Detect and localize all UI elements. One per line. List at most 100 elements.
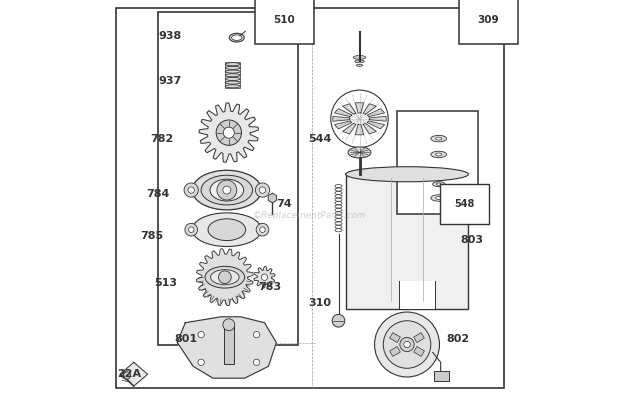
Circle shape [185, 223, 198, 236]
Circle shape [216, 120, 242, 145]
Polygon shape [367, 109, 384, 117]
Ellipse shape [431, 195, 446, 201]
Ellipse shape [210, 179, 244, 201]
Circle shape [188, 227, 194, 232]
Polygon shape [333, 116, 350, 121]
Ellipse shape [435, 196, 442, 200]
Polygon shape [343, 124, 356, 134]
Ellipse shape [225, 85, 241, 88]
Circle shape [374, 312, 440, 377]
Bar [389, 333, 401, 343]
Ellipse shape [225, 74, 241, 77]
FancyBboxPatch shape [397, 111, 478, 214]
FancyBboxPatch shape [399, 281, 435, 309]
Ellipse shape [348, 147, 371, 158]
Text: 544: 544 [308, 133, 332, 144]
Text: 22A: 22A [118, 369, 142, 379]
Ellipse shape [345, 167, 468, 182]
Ellipse shape [192, 213, 262, 246]
Polygon shape [370, 116, 386, 121]
Text: 309: 309 [477, 15, 499, 25]
Polygon shape [334, 109, 352, 117]
Ellipse shape [225, 81, 241, 84]
Bar [414, 346, 424, 356]
Polygon shape [197, 249, 254, 306]
Ellipse shape [205, 266, 245, 288]
Polygon shape [355, 103, 363, 113]
Ellipse shape [225, 77, 241, 80]
Polygon shape [363, 104, 376, 114]
Text: 782: 782 [150, 133, 174, 144]
Text: 802: 802 [446, 333, 470, 344]
Ellipse shape [435, 137, 442, 140]
Circle shape [383, 321, 431, 368]
Polygon shape [334, 121, 352, 129]
Text: 801: 801 [174, 333, 197, 344]
Text: 74: 74 [277, 199, 292, 209]
Bar [389, 346, 401, 356]
Ellipse shape [431, 151, 446, 158]
Ellipse shape [353, 55, 366, 59]
Polygon shape [343, 104, 356, 114]
Circle shape [223, 319, 235, 331]
FancyBboxPatch shape [434, 371, 449, 381]
Text: 548: 548 [454, 199, 475, 209]
Circle shape [261, 274, 268, 280]
Text: 513: 513 [154, 278, 177, 288]
Ellipse shape [433, 182, 445, 187]
Circle shape [218, 271, 231, 284]
Circle shape [223, 127, 234, 138]
Text: 785: 785 [140, 230, 164, 241]
Ellipse shape [356, 65, 363, 66]
Circle shape [256, 223, 269, 236]
Circle shape [332, 314, 345, 327]
Circle shape [254, 331, 260, 338]
Circle shape [255, 183, 270, 197]
Polygon shape [120, 362, 148, 386]
Circle shape [123, 372, 131, 379]
Circle shape [260, 227, 265, 232]
Circle shape [223, 186, 231, 194]
Ellipse shape [201, 175, 252, 205]
Ellipse shape [211, 270, 239, 285]
Polygon shape [199, 103, 259, 162]
Polygon shape [355, 125, 363, 135]
Polygon shape [177, 317, 277, 378]
Ellipse shape [431, 135, 446, 142]
Text: 803: 803 [461, 234, 484, 245]
Polygon shape [268, 193, 277, 203]
Text: 938: 938 [158, 30, 181, 41]
Ellipse shape [192, 170, 262, 210]
Polygon shape [254, 267, 275, 288]
Ellipse shape [436, 183, 441, 185]
Text: 310: 310 [309, 298, 332, 308]
Circle shape [198, 331, 204, 338]
Ellipse shape [225, 70, 241, 73]
Ellipse shape [225, 63, 241, 66]
Ellipse shape [229, 33, 244, 42]
Circle shape [259, 187, 265, 193]
Text: 783: 783 [259, 282, 281, 292]
Ellipse shape [208, 219, 246, 240]
Circle shape [404, 341, 410, 348]
Polygon shape [363, 124, 376, 134]
Text: ©ReplacementParts.com: ©ReplacementParts.com [253, 211, 367, 220]
Circle shape [254, 359, 260, 366]
FancyBboxPatch shape [116, 8, 504, 388]
Circle shape [188, 187, 194, 193]
Text: 510: 510 [273, 15, 295, 25]
Ellipse shape [435, 153, 442, 156]
Ellipse shape [232, 35, 242, 40]
Text: 784: 784 [146, 189, 169, 199]
FancyBboxPatch shape [224, 325, 234, 364]
Text: 937: 937 [158, 76, 181, 86]
Circle shape [217, 180, 237, 200]
FancyBboxPatch shape [345, 174, 468, 309]
Circle shape [400, 337, 414, 352]
Bar [414, 333, 424, 343]
Ellipse shape [225, 66, 241, 69]
Circle shape [198, 359, 204, 366]
Polygon shape [367, 121, 384, 129]
FancyBboxPatch shape [157, 12, 298, 345]
Ellipse shape [355, 60, 365, 63]
